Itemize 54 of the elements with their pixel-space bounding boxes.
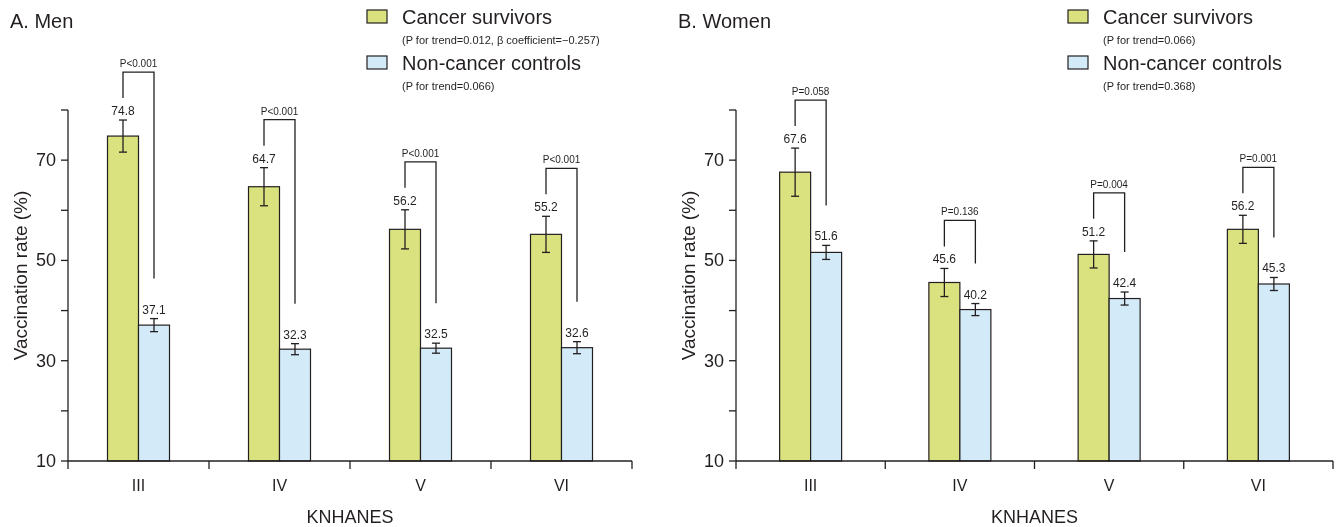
data-label: 37.1 — [142, 302, 166, 317]
y-axis-title: Vaccination rate (%) — [10, 190, 31, 361]
x-tick-label: V — [415, 477, 427, 494]
annotation: P=0.004 — [1090, 178, 1129, 190]
data-label: 32.6 — [565, 325, 589, 340]
x-tick-label: III — [803, 477, 818, 494]
y-tick-label: 30 — [35, 350, 56, 371]
annotation: P<0.001 — [260, 105, 299, 117]
annotation: P<0.001 — [542, 154, 581, 166]
y-tick-label: 10 — [35, 451, 56, 471]
x-tick-label: IV — [952, 477, 968, 494]
y-tick-label: 70 — [35, 150, 56, 171]
data-label: 56.2 — [393, 193, 417, 208]
x-tick-label: V — [1103, 477, 1115, 494]
data-label: 32.5 — [424, 327, 448, 342]
data-label: 56.2 — [1231, 199, 1255, 214]
x-tick-label: III — [131, 477, 146, 494]
y-axis-title: Vaccination rate (%) — [678, 190, 699, 361]
data-label: 55.2 — [534, 200, 558, 215]
text: (P for trend=0.066) — [1103, 34, 1196, 46]
data-label: 32.3 — [283, 327, 307, 342]
text: (P for trend=0.012, β coefficient=−0.257) — [402, 34, 600, 46]
chart-title: A. Men — [10, 10, 74, 32]
annotation: P=0.136 — [941, 206, 980, 218]
text: (P for trend=0.368) — [1103, 80, 1196, 92]
data-label: 51.6 — [814, 229, 839, 244]
data-label: 74.8 — [111, 104, 135, 119]
x-tick-label: IV — [271, 477, 288, 494]
text: (P for trend=0.066) — [402, 80, 495, 92]
legend-label: Non-cancer controls — [1103, 52, 1282, 74]
x-tick-label: VI — [553, 477, 570, 494]
annotation: P<0.001 — [401, 147, 440, 159]
data-label: 45.6 — [932, 252, 957, 267]
data-label: 64.7 — [252, 151, 276, 166]
data-label: 45.3 — [1262, 261, 1286, 276]
y-tick-label: 10 — [703, 451, 724, 471]
text: P<0.001 — [119, 58, 158, 70]
legend-label: Cancer survivors — [402, 6, 553, 28]
data-label: 42.4 — [1112, 276, 1137, 291]
legend-label: Non-cancer controls — [402, 52, 581, 74]
data-label: 51.2 — [1081, 224, 1106, 239]
y-tick-label: 30 — [703, 350, 724, 371]
x-tick-label: VI — [1250, 477, 1266, 494]
x-axis-title: KNHANES — [306, 507, 394, 527]
text: P=0.058 — [791, 86, 830, 98]
annotation: P=0.001 — [1239, 153, 1278, 165]
x-axis-title: KNHANES — [990, 507, 1079, 527]
y-tick-label: 50 — [35, 250, 56, 271]
y-tick-label: 70 — [703, 150, 724, 171]
legend-label: Cancer survivors — [1103, 6, 1254, 28]
data-label: 67.6 — [783, 132, 808, 147]
y-tick-label: 50 — [703, 250, 724, 271]
data-label: 40.2 — [963, 287, 988, 302]
chart-title: B. Women — [678, 10, 771, 32]
